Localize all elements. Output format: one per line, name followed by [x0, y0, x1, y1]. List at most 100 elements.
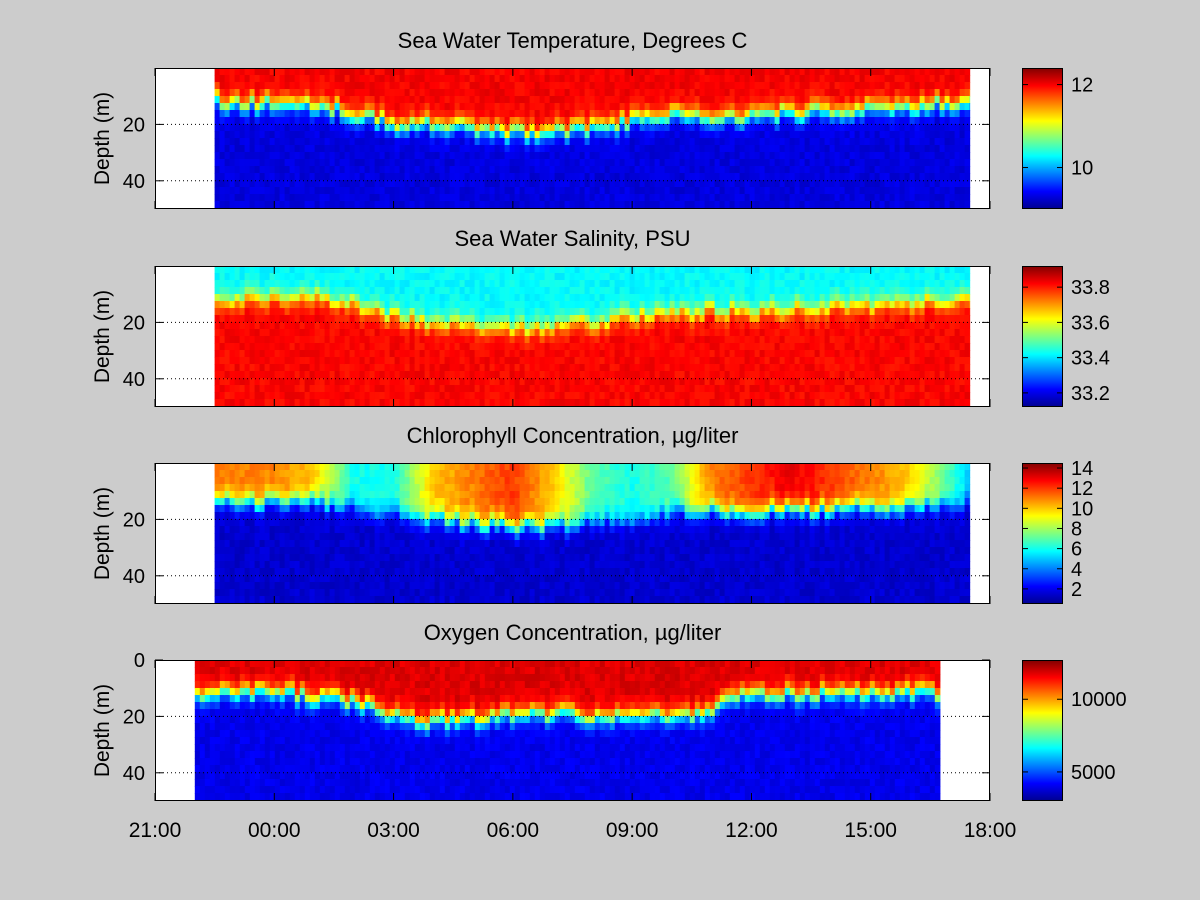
heatmap-cell [599, 336, 606, 344]
heatmap-cell [669, 180, 676, 188]
heatmap-cell [414, 138, 421, 146]
heatmap-cell [694, 75, 701, 83]
heatmap-cell [454, 138, 461, 146]
heatmap-cell [224, 329, 231, 337]
heatmap-cell [774, 131, 781, 139]
heatmap-cell [569, 392, 576, 400]
heatmap-cell [354, 266, 361, 274]
heatmap-cell [559, 110, 566, 118]
heatmap-cell [659, 180, 666, 188]
heatmap-cell [534, 315, 541, 323]
heatmap-cell [494, 385, 501, 393]
heatmap-cell [249, 173, 256, 181]
heatmap-cell [379, 392, 386, 400]
heatmap-cell [274, 117, 281, 125]
heatmap-cell [394, 371, 401, 379]
heatmap-cell [579, 89, 586, 97]
heatmap-cell [494, 152, 501, 160]
heatmap-cell [554, 166, 561, 174]
heatmap-cell [819, 159, 826, 167]
heatmap-cell [214, 68, 221, 76]
heatmap-cell [294, 68, 301, 76]
heatmap-cell [574, 138, 581, 146]
heatmap-cell [844, 103, 851, 111]
heatmap-cell [404, 194, 411, 202]
heatmap-cell [439, 371, 446, 379]
heatmap-cell [584, 75, 591, 83]
heatmap-cell [844, 180, 851, 188]
heatmap-cell [214, 166, 221, 174]
heatmap-cell [854, 138, 861, 146]
heatmap-cell [449, 343, 456, 351]
heatmap-cell [879, 124, 886, 132]
heatmap-cell [644, 152, 651, 160]
heatmap-cell [274, 308, 281, 316]
heatmap-cell [349, 392, 356, 400]
heatmap-cell [819, 187, 826, 195]
heatmap-cell [314, 329, 321, 337]
heatmap-cell [274, 180, 281, 188]
heatmap-cell [214, 75, 221, 83]
heatmap-cell [509, 308, 516, 316]
heatmap-cell [284, 159, 291, 167]
heatmap-cell [389, 82, 396, 90]
heatmap-cell [749, 96, 756, 104]
heatmap-cell [729, 159, 736, 167]
heatmap-cell [714, 194, 721, 202]
heatmap-cell [319, 294, 326, 302]
heatmap-cell [449, 166, 456, 174]
heatmap-cell [579, 357, 586, 365]
heatmap-cell [589, 145, 596, 153]
heatmap-cell [324, 96, 331, 104]
heatmap-cell [229, 385, 236, 393]
heatmap-cell [739, 96, 746, 104]
heatmap-cell [529, 315, 536, 323]
heatmap-cell [354, 68, 361, 76]
heatmap-cell [229, 187, 236, 195]
heatmap-cell [559, 68, 566, 76]
heatmap-cell [624, 273, 631, 281]
heatmap-cell [494, 75, 501, 83]
heatmap-cell [464, 315, 471, 323]
heatmap-cell [764, 131, 771, 139]
heatmap-cell [564, 392, 571, 400]
heatmap-cell [909, 180, 916, 188]
heatmap-cell [684, 103, 691, 111]
heatmap-cell [254, 329, 261, 337]
heatmap-cell [769, 194, 776, 202]
heatmap-cell [549, 131, 556, 139]
heatmap-cell [309, 343, 316, 351]
heatmap-cell [809, 152, 816, 160]
heatmap-cell [734, 131, 741, 139]
heatmap-cell [849, 68, 856, 76]
heatmap-cell [684, 68, 691, 76]
heatmap-cell [264, 385, 271, 393]
heatmap-cell [904, 187, 911, 195]
heatmap-cell [564, 378, 571, 386]
heatmap-cell [264, 103, 271, 111]
heatmap-cell [939, 194, 946, 202]
heatmap-cell [239, 385, 246, 393]
heatmap-cell [744, 96, 751, 104]
heatmap-cell [329, 110, 336, 118]
heatmap-cell [319, 145, 326, 153]
heatmap-cell [639, 166, 646, 174]
axes-frame [155, 68, 990, 209]
heatmap-cell [504, 371, 511, 379]
heatmap-cell [919, 145, 926, 153]
heatmap-cell [549, 159, 556, 167]
heatmap-cell [219, 173, 226, 181]
heatmap-cell [244, 266, 251, 274]
heatmap-cell [334, 117, 341, 125]
heatmap-cell [669, 68, 676, 76]
heatmap-cell [954, 166, 961, 174]
heatmap-cell [354, 201, 361, 209]
heatmap-cell [594, 152, 601, 160]
heatmap-cell [534, 201, 541, 209]
heatmap-cell [874, 173, 881, 181]
heatmap-cell [549, 378, 556, 386]
heatmap-cell [774, 201, 781, 209]
heatmap-cell [604, 350, 611, 358]
heatmap-cell [749, 187, 756, 195]
heatmap-cell [754, 96, 761, 104]
